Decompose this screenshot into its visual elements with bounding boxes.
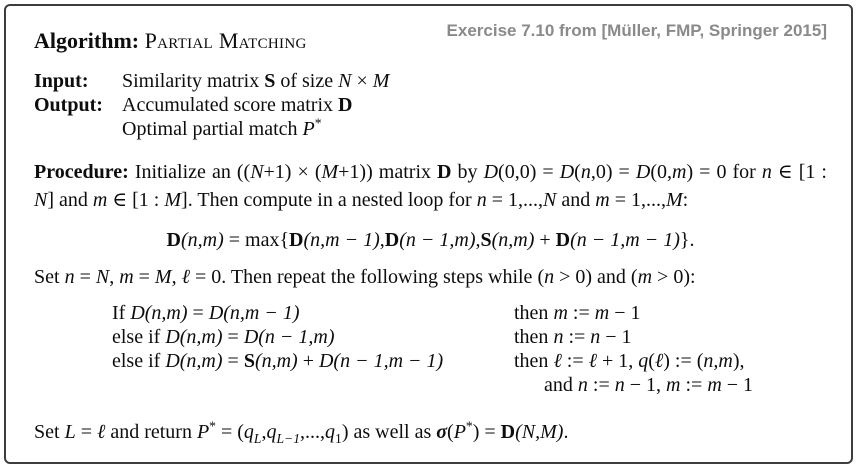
output-label-spacer bbox=[34, 117, 122, 141]
case-action-continuation: and n := n − 1, m := m − 1 bbox=[544, 374, 754, 396]
case-condition: else if D(n,m) = S(n,m) + D(n − 1,m − 1) bbox=[112, 350, 444, 372]
output-description-line-2: Optimal partial match P* bbox=[122, 115, 322, 140]
case-action: then m := m − 1 bbox=[514, 302, 641, 324]
case-action: then n := n − 1 bbox=[514, 326, 632, 348]
recursion-formula: D(n,m) = max{D(n,m − 1),D(n − 1,m),S(n,m… bbox=[166, 229, 695, 251]
procedure-paragraph: Procedure: Initialize an ((N+1) × (M+1))… bbox=[34, 161, 827, 211]
algorithm-title-label: Algorithm: bbox=[34, 28, 145, 53]
case-condition bbox=[112, 373, 514, 397]
input-description: Similarity matrix S of size N × M bbox=[122, 70, 390, 92]
return-line: Set L = ℓ and return P* = (qL,qL−1,...,q… bbox=[34, 418, 569, 446]
case-action: then ℓ := ℓ + 1, q(ℓ) := (n,m), bbox=[514, 350, 745, 372]
output-label: Output: bbox=[34, 94, 103, 116]
algorithm-title-name: Partial Matching bbox=[144, 28, 307, 53]
header-row: Algorithm: Partial Matching Exercise 7.1… bbox=[34, 21, 827, 54]
case-row: else if D(n,m) = S(n,m) + D(n − 1,m − 1)… bbox=[112, 349, 827, 373]
input-label: Input: bbox=[34, 70, 89, 92]
case-row: If D(n,m) = D(n,m − 1) then m := m − 1 bbox=[112, 301, 827, 325]
exercise-reference: Exercise 7.10 from [Müller, FMP, Springe… bbox=[446, 21, 827, 40]
output-description-line-1: Accumulated score matrix D bbox=[122, 94, 353, 116]
algorithm-box: Algorithm: Partial Matching Exercise 7.1… bbox=[4, 4, 853, 464]
case-row: else if D(n,m) = D(n − 1,m) then n := n … bbox=[112, 325, 827, 349]
traceback-init-line: Set n = N, m = M, ℓ = 0. Then repeat the… bbox=[34, 266, 696, 288]
case-condition: If D(n,m) = D(n,m − 1) bbox=[112, 302, 300, 324]
algorithm-title: Algorithm: Partial Matching bbox=[34, 21, 307, 54]
traceback-cases-block: If D(n,m) = D(n,m − 1) then m := m − 1 e… bbox=[112, 301, 827, 397]
case-row: and n := n − 1, m := m − 1 bbox=[112, 373, 827, 397]
input-output-block: Input: Similarity matrix S of size N × M… bbox=[34, 69, 827, 141]
case-condition: else if D(n,m) = D(n − 1,m) bbox=[112, 326, 335, 348]
